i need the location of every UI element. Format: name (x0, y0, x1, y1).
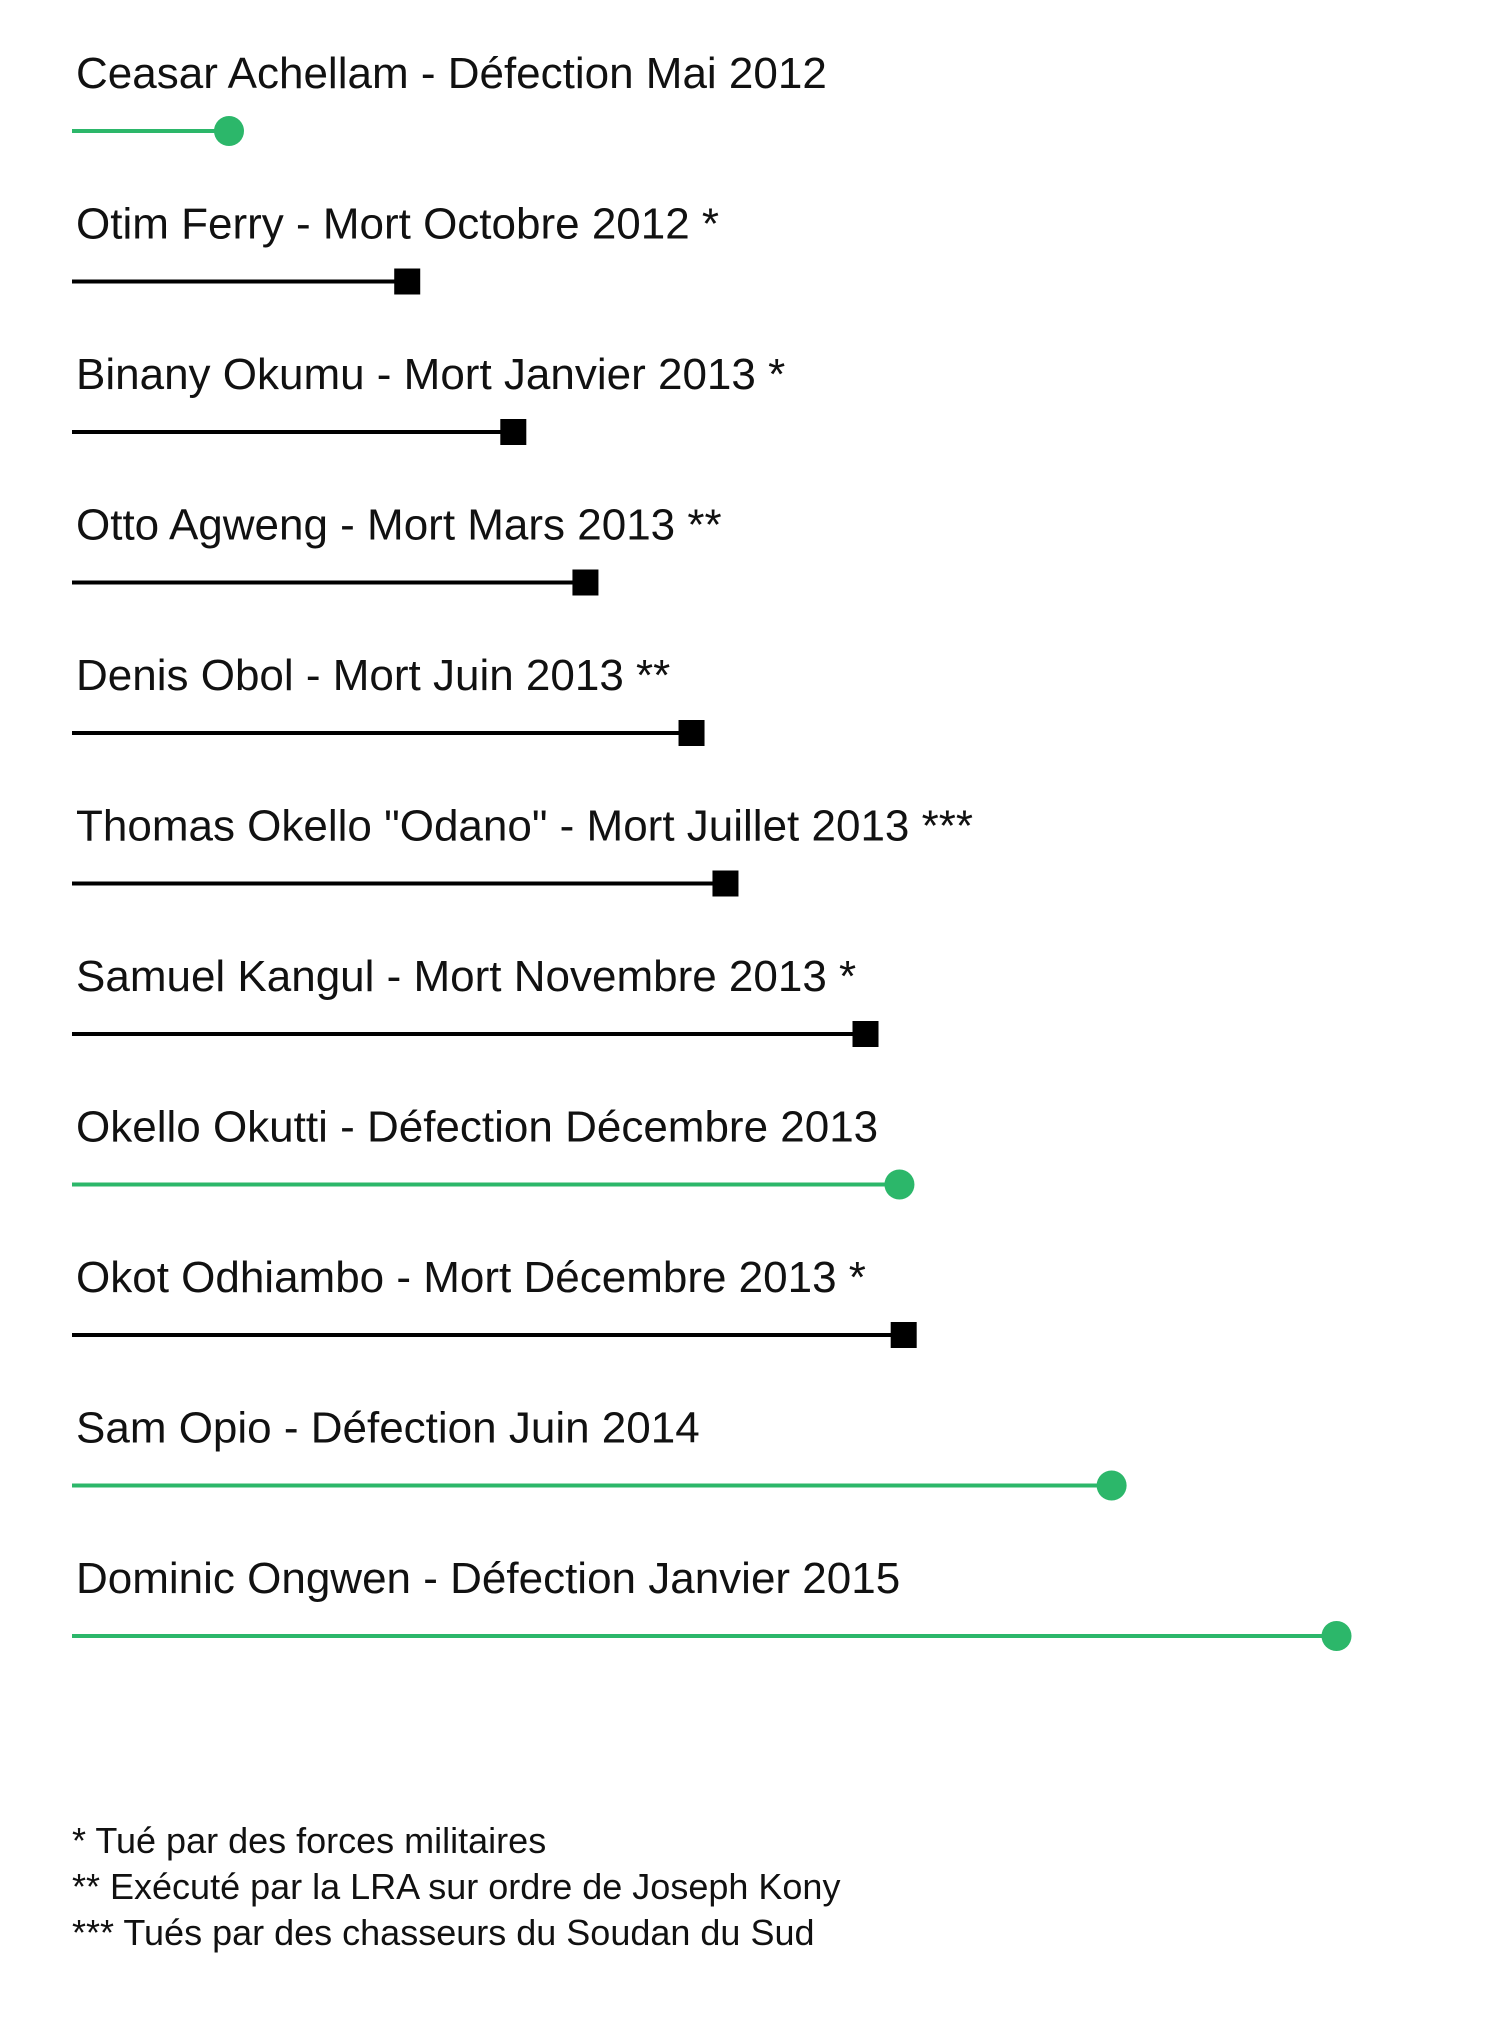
death-marker-4 (678, 720, 705, 746)
row-label-3: Otto Agweng - Mort Mars 2013 ** (76, 501, 722, 550)
death-marker-6 (852, 1021, 879, 1047)
row-label-2: Binany Okumu - Mort Janvier 2013 * (76, 350, 785, 399)
defection-marker-7 (884, 1169, 915, 1200)
row-label-9: Sam Opio - Défection Juin 2014 (76, 1404, 700, 1453)
row-label-10: Dominic Ongwen - Défection Janvier 2015 (76, 1554, 900, 1603)
row-label-7: Okello Okutti - Défection Décembre 2013 (76, 1103, 878, 1152)
footnotes: * Tué par des forces militaires ** Exécu… (72, 1818, 840, 1956)
timeline-chart: Ceasar Achellam - Défection Mai 2012 Otim… (72, 49, 1352, 1651)
row-label-1: Otim Ferry - Mort Octobre 2012 * (76, 200, 719, 249)
defection-marker-9 (1096, 1470, 1127, 1501)
row-label-4: Denis Obol - Mort Juin 2013 ** (76, 651, 670, 700)
row-label-8: Okot Odhiambo - Mort Décembre 2013 * (76, 1253, 866, 1302)
death-marker-2 (500, 419, 527, 445)
death-marker-5 (712, 870, 739, 897)
row-label-5: Thomas Okello "Odano" - Mort Juillet 201… (76, 802, 973, 851)
row-label-0: Ceasar Achellam - Défection Mai 2012 (76, 49, 827, 98)
defection-marker-10 (1321, 1621, 1352, 1651)
defection-marker-0 (214, 116, 245, 146)
death-marker-1 (394, 268, 421, 295)
footnote-military: * Tué par des forces militaires (72, 1820, 547, 1861)
death-marker-3 (572, 569, 599, 596)
footnote-lra: ** Exécuté par la LRA sur ordre de Josep… (72, 1866, 841, 1907)
death-marker-8 (890, 1322, 917, 1348)
footnote-hunters: *** Tués par des chasseurs du Soudan du … (72, 1912, 815, 1953)
row-label-6: Samuel Kangul - Mort Novembre 2013 * (76, 952, 856, 1001)
